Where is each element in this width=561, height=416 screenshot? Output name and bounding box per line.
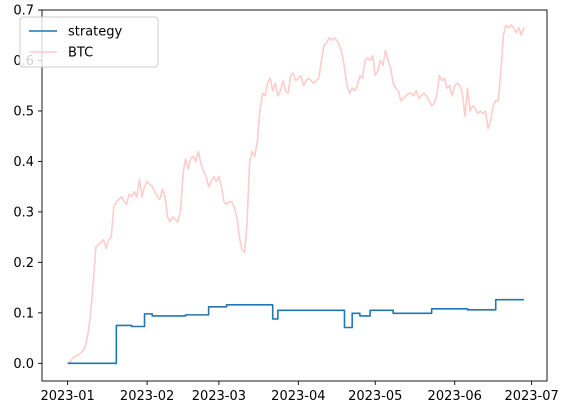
x-tick-label: 2023-03 [192,389,246,404]
x-tick-label: 2023-07 [504,389,558,404]
axes-layer: 2023-01 2023-02 2023-03 2023-04 2023-05 2023-… [13,4,558,405]
y-tick-label: 0.3 [13,205,34,220]
series-layer [67,24,525,365]
series-line-btc [67,24,525,365]
y-tick-label: 0.2 [13,256,34,271]
series-line-strategy [67,298,524,365]
y-tick-label: 0.1 [13,306,34,321]
legend-frame [19,16,159,68]
y-tick-label: 0.7 [13,4,34,19]
legend: strategy BTC [19,16,159,68]
x-tick-label: 2023-01 [40,389,94,404]
x-tick-label: 2023-06 [428,389,482,404]
legend-label-strategy: strategy [68,25,123,40]
y-tick-label: 0.0 [13,357,34,372]
x-tick-label: 2023-04 [271,389,325,404]
legend-label-btc: BTC [68,46,93,61]
y-tick-label: 0.4 [13,155,34,170]
x-tick-label: 2023-05 [348,389,402,404]
y-tick-label: 0.5 [13,104,34,119]
x-tick-label: 2023-02 [120,389,174,404]
axes-frame [41,9,548,382]
